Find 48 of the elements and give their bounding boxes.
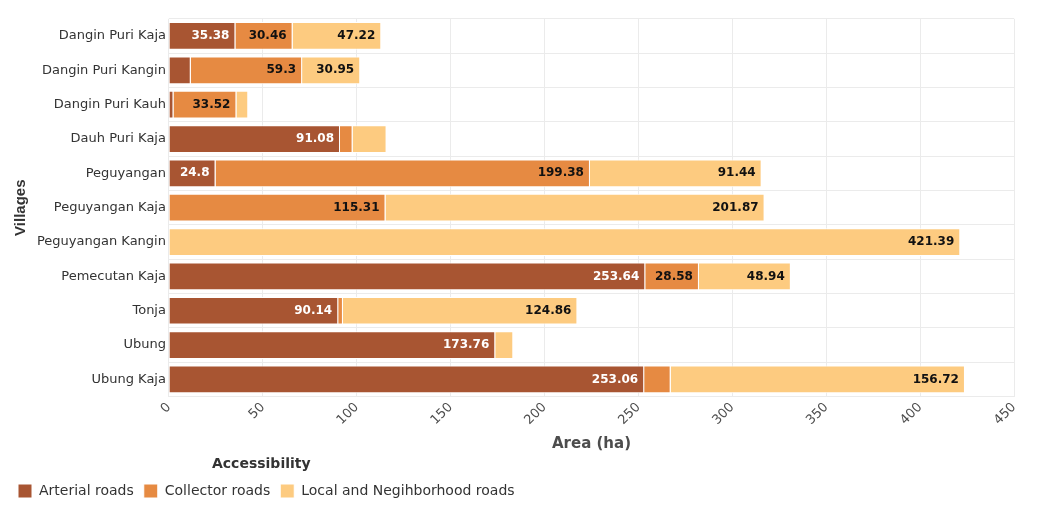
x-tick-label: 350 — [802, 399, 831, 428]
data-label: 421.39 — [907, 234, 955, 249]
y-tick-label: Peguyangan Kaja — [53, 199, 166, 215]
y-tick-label: Dangin Puri Kangin — [41, 61, 166, 77]
data-label: 28.58 — [654, 268, 693, 283]
data-label: 199.38 — [537, 165, 584, 180]
x-tick-label: 0 — [157, 399, 174, 416]
data-label: 47.22 — [337, 28, 376, 43]
legend-title: Accessibility — [211, 454, 311, 471]
x-tick-label: 100 — [333, 399, 362, 428]
x-tick-label: 400 — [896, 399, 925, 428]
y-tick-label: Dauh Puri Kaja — [70, 130, 166, 146]
data-label: 59.3 — [266, 62, 297, 77]
y-tick-label: Ubung Kaja — [91, 370, 166, 386]
y-tick-label: Ubung — [123, 336, 166, 352]
legend-label: Local and Negihborhood roads — [301, 481, 515, 498]
data-label: 253.64 — [592, 268, 640, 283]
data-label: 91.44 — [717, 165, 756, 180]
data-label: 30.46 — [248, 28, 287, 43]
data-label: 124.86 — [525, 302, 572, 317]
x-tick-label: 450 — [990, 399, 1019, 428]
x-tick-label: 150 — [426, 399, 456, 428]
data-label: 156.72 — [912, 371, 959, 386]
data-label: 35.38 — [191, 28, 230, 43]
data-label: 33.52 — [192, 96, 231, 111]
data-label: 253.06 — [591, 371, 639, 386]
data-label: 30.95 — [316, 62, 355, 77]
y-tick-label: Dangin Puri Kauh — [53, 96, 166, 112]
x-tick-label: 250 — [614, 399, 643, 428]
y-tick-label: Peguyangan — [85, 164, 166, 180]
data-label: 48.94 — [746, 268, 785, 283]
x-tick-label: 300 — [708, 399, 737, 428]
data-label: 91.08 — [296, 131, 334, 146]
data-label: 90.14 — [294, 302, 333, 317]
data-label: 173.76 — [442, 337, 490, 352]
x-tick-label: 50 — [245, 399, 268, 422]
data-label: 201.87 — [712, 199, 759, 214]
y-axis-title: Villages — [11, 179, 29, 236]
y-tick-label: Peguyangan Kangin — [36, 233, 166, 249]
legend-label: Collector roads — [164, 481, 271, 498]
x-tick-label: 200 — [520, 399, 550, 428]
y-tick-label: Tonja — [131, 302, 166, 318]
data-label: 115.31 — [333, 199, 380, 214]
legend-label: Arterial roads — [39, 481, 134, 498]
x-axis-title: Area (ha) — [551, 434, 631, 453]
y-tick-label: Dangin Puri Kaja — [58, 27, 166, 43]
data-label: 24.8 — [179, 165, 210, 180]
y-tick-label: Pemecutan Kaja — [61, 267, 166, 283]
